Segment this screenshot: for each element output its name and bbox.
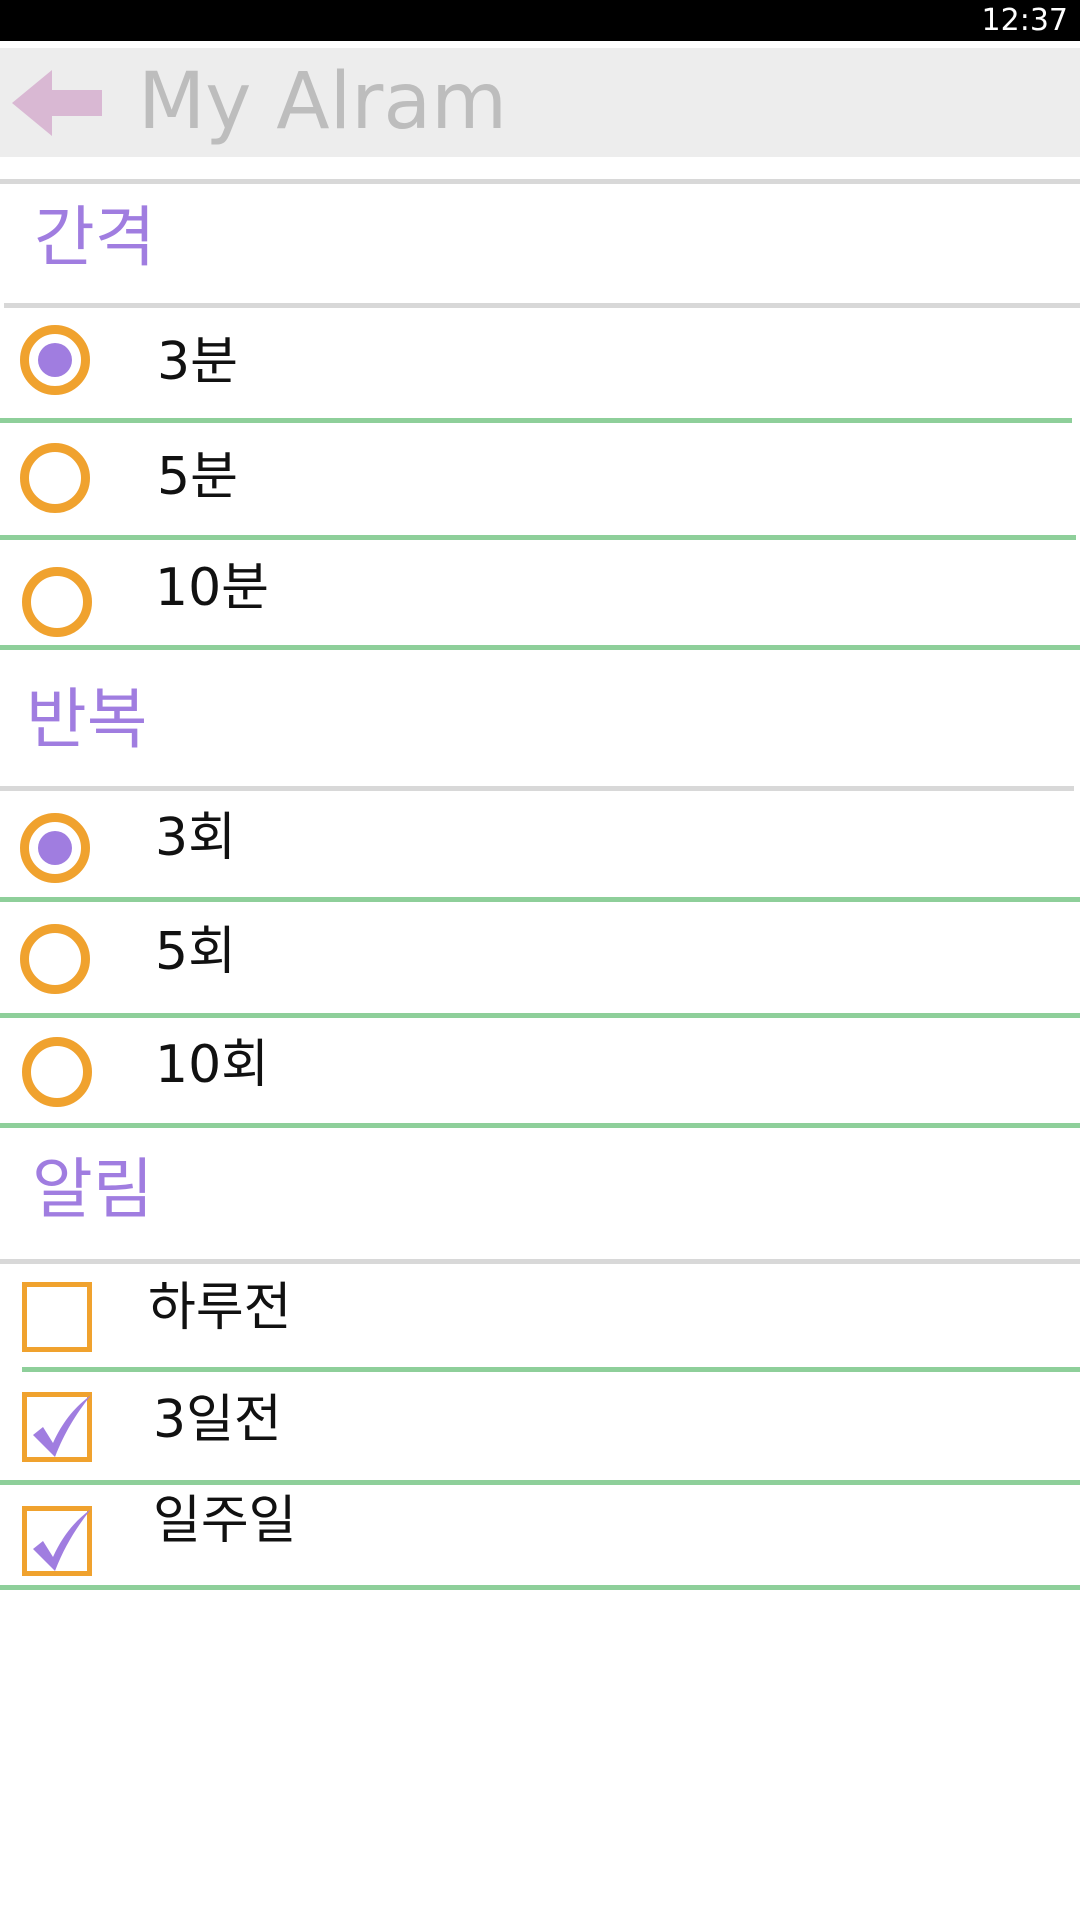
- radio-option-interval-5[interactable]: 5분: [0, 423, 1080, 536]
- option-label: 3회: [155, 808, 236, 868]
- app-bar: My Alram: [0, 48, 1080, 157]
- section-title-notify: 알림: [32, 1151, 154, 1228]
- page-title: My Alram: [138, 57, 508, 147]
- row-divider: [0, 1013, 1080, 1018]
- row-divider: [0, 1585, 1080, 1590]
- checkbox[interactable]: [22, 1506, 92, 1576]
- radio-button[interactable]: [22, 567, 92, 637]
- section-title-repeat: 반복: [26, 681, 148, 758]
- radio-button[interactable]: [20, 813, 90, 883]
- checkbox-option-three-days-before[interactable]: 3일전: [0, 1372, 1080, 1480]
- radio-selected-dot: [38, 343, 72, 377]
- row-divider: [0, 1480, 1080, 1485]
- checkbox-option-one-week-before[interactable]: 일주일: [0, 1485, 1080, 1588]
- section-divider: [0, 786, 1074, 791]
- checkbox-option-one-day-before[interactable]: 하루전: [0, 1264, 1080, 1369]
- radio-button[interactable]: [22, 1037, 92, 1107]
- row-divider: [0, 1123, 1080, 1128]
- option-label: 일주일: [153, 1491, 297, 1551]
- radio-option-repeat-3[interactable]: 3회: [0, 791, 1080, 899]
- section-divider: [0, 179, 1080, 184]
- option-label: 5회: [155, 922, 236, 982]
- row-divider: [22, 1367, 1080, 1372]
- checkmark-icon: [33, 1395, 91, 1457]
- status-time: 12:37: [981, 3, 1068, 38]
- row-divider: [0, 535, 1076, 540]
- option-label: 10분: [155, 558, 270, 618]
- radio-button[interactable]: [20, 924, 90, 994]
- row-divider: [0, 418, 1072, 423]
- option-label: 10회: [155, 1035, 270, 1095]
- row-divider: [0, 645, 1080, 650]
- section-title-interval: 간격: [34, 199, 156, 276]
- radio-button[interactable]: [20, 443, 90, 513]
- radio-button[interactable]: [20, 325, 90, 395]
- section-divider: [4, 303, 1080, 308]
- row-divider: [0, 897, 1080, 902]
- radio-option-repeat-10[interactable]: 10회: [0, 1018, 1080, 1123]
- radio-option-interval-3[interactable]: 3분: [0, 308, 1080, 421]
- arrow-left-icon: [12, 70, 102, 136]
- radio-selected-dot: [38, 831, 72, 865]
- radio-option-repeat-5[interactable]: 5회: [0, 902, 1080, 1015]
- option-label: 하루전: [148, 1278, 292, 1338]
- checkmark-icon: [33, 1509, 91, 1571]
- radio-option-interval-10[interactable]: 10분: [0, 540, 1080, 645]
- checkbox[interactable]: [22, 1392, 92, 1462]
- section-divider: [0, 1259, 1080, 1264]
- option-label: 5분: [157, 447, 238, 507]
- back-button[interactable]: [12, 70, 104, 136]
- checkbox[interactable]: [22, 1282, 92, 1352]
- option-label: 3일전: [153, 1390, 282, 1450]
- status-bar: 12:37: [0, 0, 1080, 41]
- option-label: 3분: [157, 332, 238, 392]
